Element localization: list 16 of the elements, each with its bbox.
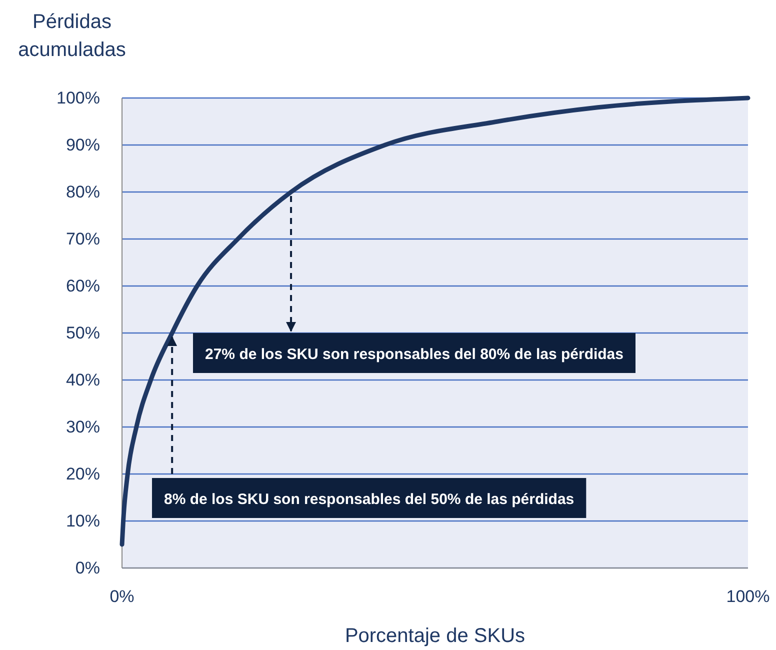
- y-tick-label: 60%: [66, 276, 100, 296]
- x-axis-title: Porcentaje de SKUs: [344, 625, 526, 647]
- y-tick-label: 90%: [66, 135, 100, 154]
- annotation: 27% de los SKU son responsables del 80% de las pérdidas: [205, 346, 624, 363]
- annotation: 8% de los SKU son responsables del 50% de las pérdidas: [164, 491, 574, 508]
- y-tick-label: 20%: [66, 464, 100, 484]
- y-tick-label: 30%: [66, 417, 100, 436]
- line-series: [120, 96, 750, 547]
- y-axis-title: Pérdidas acumuladas: [18, 11, 126, 61]
- y-tick-label: 80%: [66, 182, 100, 202]
- y-tick-label: 10%: [66, 511, 100, 530]
- y-tick-label: 70%: [66, 229, 100, 248]
- y-tick-label: 100%: [56, 88, 100, 108]
- y-tick-label: 50%: [66, 323, 100, 342]
- y-tick-label: 40%: [66, 370, 100, 390]
- y-tick-label: 0%: [75, 558, 100, 578]
